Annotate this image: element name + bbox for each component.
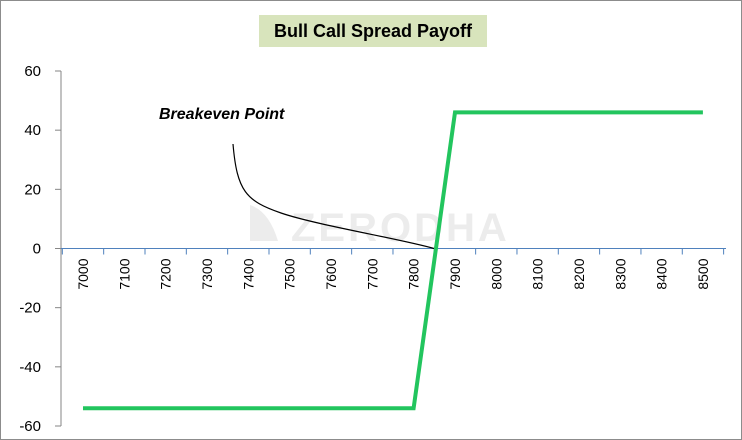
x-tick-label: 8300 [612,258,628,289]
y-tick-label: -40 [19,359,41,376]
x-tick-label: 7600 [323,258,339,289]
y-tick-label: 60 [24,63,41,80]
series-layer [83,110,703,411]
x-tick-label: 8400 [654,258,670,289]
annotation-layer: Breakeven Point [159,106,435,250]
x-tick-label: 8500 [695,258,711,289]
x-tick-label: 7100 [116,258,132,289]
chart-title: Bull Call Spread Payoff [259,15,487,47]
y-tick-label: -60 [19,418,41,435]
payoff-line [83,110,703,411]
y-tick-label: -20 [19,300,41,317]
y-tick-label: 20 [24,181,41,198]
breakeven-callout-line [232,143,435,250]
x-tick-label: 7400 [240,258,256,289]
x-tick-label: 7900 [447,258,463,289]
x-tick-label: 7000 [75,258,91,289]
x-tick-label: 7700 [364,258,380,289]
y-axis: 60 40 20 0 -20 -40 -60 [19,63,62,435]
watermark-logo-icon [250,205,278,241]
x-tick-label: 8200 [571,258,587,289]
x-tick-label: 7200 [158,258,174,289]
x-tick-label: 7500 [282,258,298,289]
watermark: ZERODHA [250,205,510,250]
x-tick-label: 7300 [199,258,215,289]
y-tick-label: 0 [33,241,41,258]
y-tick-label: 40 [24,122,41,139]
x-tick-label: 7800 [406,258,422,289]
watermark-text: ZERODHA [291,206,510,250]
x-tick-label: 8100 [530,258,546,289]
x-tick-label: 8000 [488,258,504,289]
x-axis: 7000 7100 7200 7300 7400 7500 7600 7700 7800 7900… [61,248,726,290]
breakeven-label: Breakeven Point [159,106,285,123]
